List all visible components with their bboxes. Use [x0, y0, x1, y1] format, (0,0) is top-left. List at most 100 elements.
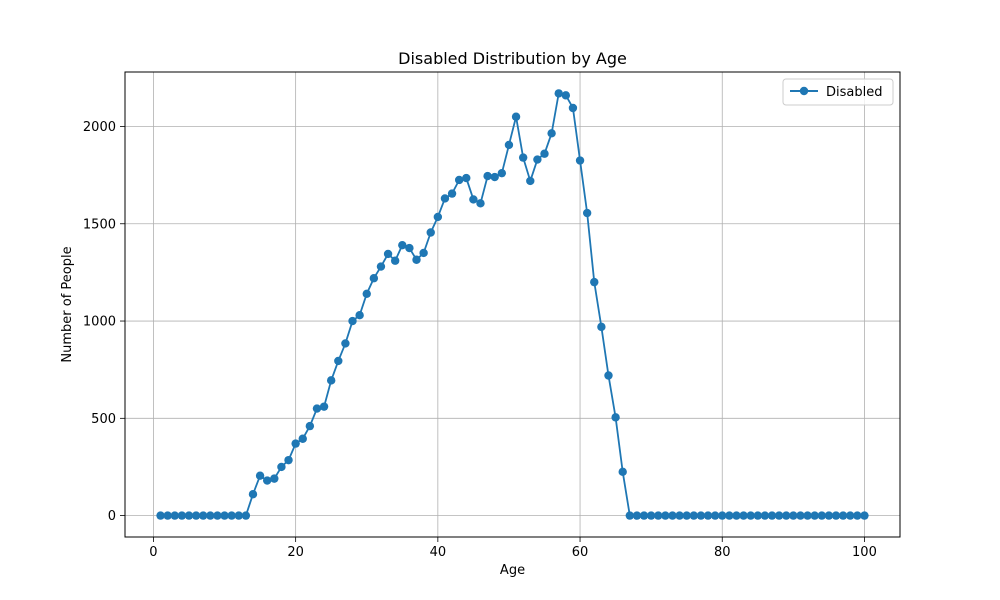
data-point [234, 511, 243, 520]
series-layer [156, 89, 869, 520]
data-point [739, 511, 748, 520]
data-point [326, 376, 336, 385]
data-point [199, 511, 208, 520]
data-point [703, 511, 713, 520]
data-point [838, 511, 848, 520]
data-point [369, 274, 379, 283]
data-point [405, 243, 414, 253]
data-point [646, 511, 656, 520]
data-point [582, 208, 592, 218]
data-point [533, 155, 542, 164]
data-point [668, 511, 677, 520]
legend-box [782, 78, 894, 106]
legend-marker-disabled [799, 86, 809, 96]
data-point [718, 511, 727, 520]
data-point [476, 199, 485, 208]
data-point [796, 511, 805, 520]
data-point [618, 467, 627, 477]
data-point [220, 511, 229, 520]
data-point [156, 511, 165, 520]
data-point [831, 511, 841, 520]
data-point [774, 511, 784, 520]
data-point [753, 511, 762, 520]
data-point [447, 189, 457, 198]
data-point [554, 89, 563, 98]
data-point [746, 511, 755, 520]
data-point [291, 439, 300, 448]
data-point [348, 316, 357, 326]
data-point [860, 511, 869, 520]
data-point [462, 173, 471, 183]
data-point [412, 255, 421, 264]
data-point [853, 511, 862, 520]
data-point [789, 511, 798, 520]
x-tick-label: 80 [714, 545, 731, 560]
data-point [483, 171, 492, 181]
data-point [383, 249, 393, 259]
x-tick-label: 0 [149, 545, 157, 560]
data-point [675, 511, 684, 520]
data-point [518, 153, 528, 162]
y-tick-label: 0 [108, 509, 116, 524]
y-tick-label: 500 [91, 412, 116, 427]
data-point [341, 339, 350, 348]
data-point [568, 103, 578, 113]
data-point [312, 404, 322, 413]
data-point [206, 511, 215, 520]
data-point [696, 511, 706, 520]
y-axis-label: Number of People [60, 246, 75, 362]
data-point [263, 476, 272, 485]
data-point [248, 490, 258, 499]
data-point [255, 471, 265, 480]
y-tick-label: 1000 [83, 315, 116, 330]
data-point [817, 511, 826, 520]
data-point [319, 402, 329, 411]
data-point [362, 289, 371, 298]
data-point [191, 511, 201, 520]
data-point [398, 240, 407, 250]
data-point [454, 175, 464, 185]
data-point [277, 462, 286, 472]
data-point [376, 262, 386, 271]
data-point [639, 511, 649, 520]
data-point [440, 194, 450, 203]
data-point [526, 176, 535, 186]
data-point [767, 511, 777, 520]
data-point [654, 511, 663, 520]
data-point [803, 511, 812, 520]
data-point [433, 212, 443, 222]
data-point [611, 413, 620, 422]
y-tick-label: 2000 [83, 120, 116, 135]
data-point [604, 371, 613, 380]
data-point [824, 511, 834, 520]
data-point [490, 172, 499, 182]
data-point [284, 455, 293, 465]
data-point [732, 511, 741, 520]
data-point [504, 140, 514, 150]
data-point [511, 112, 521, 121]
data-point [184, 511, 194, 520]
data-point [760, 511, 770, 520]
data-point [597, 322, 606, 332]
data-point [426, 228, 435, 237]
x-tick-label: 40 [430, 545, 447, 560]
data-point [419, 248, 428, 258]
data-point [710, 511, 720, 520]
data-point [270, 474, 279, 483]
data-point [625, 511, 635, 520]
x-tick-label: 100 [852, 545, 877, 560]
data-point [355, 311, 364, 320]
data-point [177, 511, 187, 520]
data-point [305, 421, 315, 431]
data-point [846, 511, 855, 520]
data-point [561, 91, 571, 100]
data-point [170, 511, 179, 520]
data-point [163, 511, 172, 520]
plot-frame [124, 71, 901, 538]
x-axis-label: Age [500, 563, 525, 578]
data-point [227, 511, 236, 520]
x-tick-label: 60 [572, 545, 589, 560]
